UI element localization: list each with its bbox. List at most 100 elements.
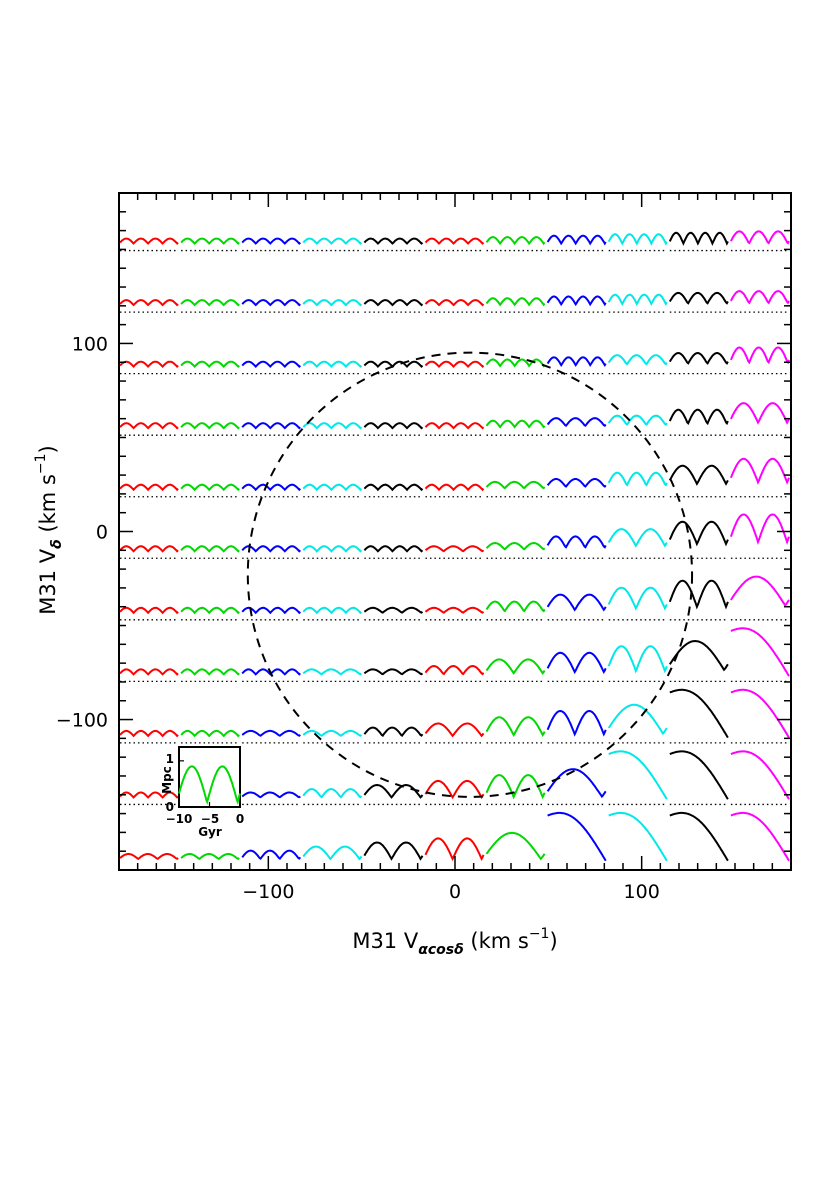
orbit-track [730, 750, 790, 800]
orbit-track [119, 483, 179, 492]
inset-y-label: Mpc [160, 766, 174, 794]
orbit-track [547, 811, 607, 862]
orbit-track [608, 811, 668, 862]
orbit-track [668, 639, 729, 672]
orbit-track [729, 346, 790, 365]
orbit-track [607, 645, 668, 674]
orbit-track [730, 575, 790, 607]
inset-y-tick-1: 1 [166, 752, 174, 766]
orbit-track [546, 417, 607, 428]
orbit-track [302, 545, 363, 553]
orbit-track [546, 535, 607, 549]
orbit-track [424, 299, 485, 307]
orbit-track [180, 422, 240, 430]
orbit-track [241, 360, 302, 369]
inset-orbit-curve [178, 765, 241, 805]
orbit-track [180, 237, 240, 245]
orbit-track [668, 351, 729, 365]
orbit-track [180, 606, 240, 615]
orbit-track [424, 360, 485, 369]
y-axis-label: M31 Vδ (km s−1) [33, 445, 65, 614]
orbit-track [607, 414, 668, 426]
orbit-track [119, 422, 179, 430]
x-axis-label: M31 Vαcosδ (km s−1) [352, 926, 557, 958]
orbit-track [180, 729, 240, 738]
y-tick-label: 100 [72, 333, 108, 355]
orbit-track [424, 779, 485, 800]
orbit-track [546, 593, 607, 612]
orbit-track [668, 464, 729, 486]
orbit-track [485, 831, 546, 861]
orbit-track [485, 716, 546, 738]
orbit-track [668, 579, 729, 610]
orbit-track [546, 651, 607, 675]
orbit-track [302, 483, 363, 492]
orbit-track [668, 231, 729, 246]
orbit-track [668, 520, 729, 547]
orbit-track [729, 457, 790, 485]
orbit-track [546, 356, 607, 368]
orbit-track [730, 402, 790, 425]
orbit-track [119, 545, 179, 553]
y-axis-label-sub: δ [49, 539, 65, 549]
orbit-track [241, 422, 301, 430]
orbit-track [546, 234, 607, 246]
orbit-track [668, 408, 729, 426]
orbit-track [485, 541, 546, 551]
orbit-track [730, 688, 790, 739]
orbit-track [729, 513, 790, 545]
baseline-layer [120, 249, 789, 806]
inset-panel: 1 0 −10 −5 0 Gyr Mpc [160, 746, 244, 839]
y-tick-label: 0 [96, 522, 108, 544]
orbit-track [607, 233, 668, 246]
orbit-track [241, 237, 301, 245]
inset-x-label: Gyr [198, 825, 222, 839]
orbit-track [485, 358, 546, 368]
orbit-track [546, 478, 607, 488]
orbit-track [668, 291, 729, 305]
orbit-track [669, 811, 729, 862]
orbit-track [424, 606, 485, 614]
orbit-track [363, 422, 424, 430]
orbit-track [363, 237, 424, 245]
orbit-track-layer [119, 230, 790, 862]
orbit-track [485, 419, 546, 429]
orbit-track [485, 480, 546, 490]
orbit-track [607, 703, 668, 736]
dashed-circle [246, 351, 694, 798]
orbit-track [485, 658, 546, 675]
orbit-track [607, 293, 668, 307]
orbit-track [241, 791, 301, 799]
orbit-track [424, 837, 485, 862]
orbit-track [363, 726, 424, 737]
orbit-track [363, 668, 424, 676]
orbit-track [669, 750, 729, 800]
orbit-track [119, 606, 179, 615]
inset-x-tick-1: −5 [201, 812, 219, 826]
orbit-track [424, 422, 485, 430]
orbit-track [730, 230, 790, 245]
orbit-track [424, 237, 485, 245]
orbit-track [730, 627, 790, 677]
inset-ticks [178, 760, 241, 808]
orbit-track [119, 360, 179, 369]
orbit-track [302, 237, 363, 245]
orbit-track [180, 483, 240, 492]
orbit-track [424, 545, 485, 553]
orbit-track [119, 729, 179, 738]
orbit-track [669, 688, 729, 739]
orbit-track [424, 664, 485, 676]
orbit-track [180, 668, 240, 676]
x-axis-label-sub: αcosδ [418, 942, 464, 958]
orbit-track [241, 483, 302, 492]
orbit-track [302, 422, 363, 430]
orbit-track [241, 606, 302, 615]
orbit-track [485, 297, 546, 307]
orbit-track [180, 299, 240, 307]
orbit-track [119, 237, 179, 245]
orbit-track [607, 586, 668, 611]
plot-area [119, 230, 790, 862]
inset-x-tick-0: −10 [166, 812, 193, 826]
